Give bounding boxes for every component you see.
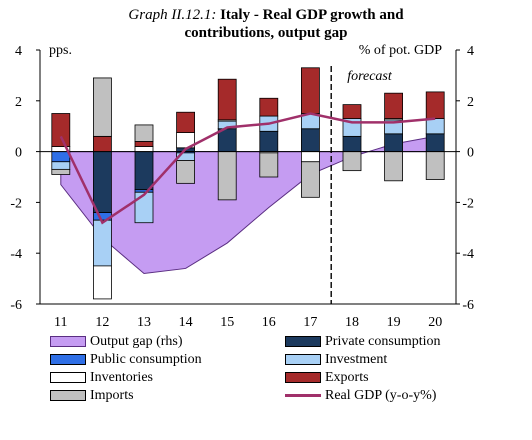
x-tick-label: 11 [54, 315, 67, 330]
bar-exports-18 [342, 104, 362, 119]
legend-swatch [50, 390, 86, 401]
left-tick-label: 2 [15, 95, 22, 110]
left-tick-label: 4 [15, 44, 22, 59]
bar-exports-19 [384, 92, 404, 119]
bar-public_consumption-11 [51, 151, 71, 163]
bar-private_consumption-13 [134, 151, 154, 191]
output-gap-area [60, 135, 436, 275]
bar-imports-13 [134, 124, 154, 142]
right-tick-label: 4 [467, 44, 474, 59]
left-tick-label: -6 [10, 298, 22, 313]
ylabel-right: % of pot. GDP [359, 43, 442, 58]
legend-swatch [50, 372, 86, 383]
right-tick-label: -2 [462, 196, 474, 211]
x-tick-label: 12 [95, 315, 109, 330]
x-tick-label: 15 [220, 315, 234, 330]
left-tick-label: -4 [10, 247, 22, 262]
x-tick-label: 13 [137, 315, 151, 330]
bar-private_consumption-15 [217, 128, 237, 153]
bar-investment-13 [134, 191, 154, 224]
x-tick-label: 17 [303, 315, 317, 330]
legend-swatch [285, 336, 321, 347]
x-tick-label: 14 [179, 315, 193, 330]
legend-label: Private consumption [325, 334, 441, 349]
bar-private_consumption-20 [425, 133, 445, 153]
x-tick-label: 19 [387, 315, 401, 330]
legend-label: Imports [90, 388, 134, 403]
legend-label: Public consumption [90, 352, 202, 367]
legend-label: Output gap (rhs) [90, 334, 183, 349]
right-tick-label: -4 [462, 247, 474, 262]
bar-exports-17 [300, 67, 320, 114]
bar-imports-19 [384, 151, 404, 182]
forecast-label: forecast [347, 69, 393, 84]
right-tick-label: -6 [462, 298, 474, 313]
bar-imports-14 [176, 160, 196, 184]
bar-exports-16 [259, 97, 279, 117]
bar-private_consumption-17 [300, 128, 320, 153]
bar-imports-12 [93, 77, 112, 137]
bar-private_consumption-18 [342, 135, 362, 153]
legend-swatch [50, 354, 86, 365]
right-tick-label: 2 [467, 95, 474, 110]
bar-investment-12 [93, 219, 112, 267]
legend-label: Inventories [90, 370, 153, 385]
bar-exports-20 [425, 91, 445, 119]
bar-exports-12 [93, 135, 112, 153]
right-tick-label: 0 [467, 146, 474, 161]
bar-inventories-17 [300, 151, 320, 163]
title-line-2: contributions, output gap [184, 25, 348, 41]
bar-investment-11 [51, 161, 71, 170]
real-gdp-line [59, 112, 436, 225]
bar-inventories-12 [93, 265, 112, 300]
bar-exports-15 [217, 78, 237, 121]
x-tick-label: 20 [428, 315, 442, 330]
ylabel-left: pps. [49, 43, 72, 58]
legend-line-swatch [285, 394, 321, 397]
x-tick-label: 16 [262, 315, 276, 330]
x-tick-label: 18 [345, 315, 359, 330]
left-tick-label: 0 [15, 146, 22, 161]
graph-label: Graph II.12.1: [128, 7, 217, 23]
legend-swatch [285, 372, 321, 383]
bar-exports-13 [134, 141, 154, 147]
legend-swatch [285, 354, 321, 365]
bar-imports-17 [300, 161, 320, 198]
bar-imports-20 [425, 151, 445, 180]
bar-imports-15 [217, 151, 237, 201]
bar-private_consumption-16 [259, 130, 279, 152]
bar-private_consumption-12 [93, 151, 112, 213]
legend-label: Real GDP (y-o-y%) [325, 388, 437, 403]
legend-label: Exports [325, 370, 369, 385]
bar-exports-11 [51, 113, 71, 147]
bar-imports-18 [342, 151, 362, 172]
legend-swatch [50, 336, 86, 347]
title-line-1: Italy - Real GDP growth and [220, 7, 404, 23]
legend-label: Investment [325, 352, 388, 367]
bar-exports-14 [176, 111, 196, 133]
bar-imports-16 [259, 152, 279, 178]
left-tick-label: -2 [10, 196, 22, 211]
bar-private_consumption-19 [384, 133, 404, 153]
bar-imports-11 [51, 168, 71, 175]
bar-inventories-13 [134, 146, 154, 153]
bar-investment-20 [425, 118, 445, 135]
chart-title: Graph II.12.1: Italy - Real GDP growth a… [0, 6, 532, 42]
